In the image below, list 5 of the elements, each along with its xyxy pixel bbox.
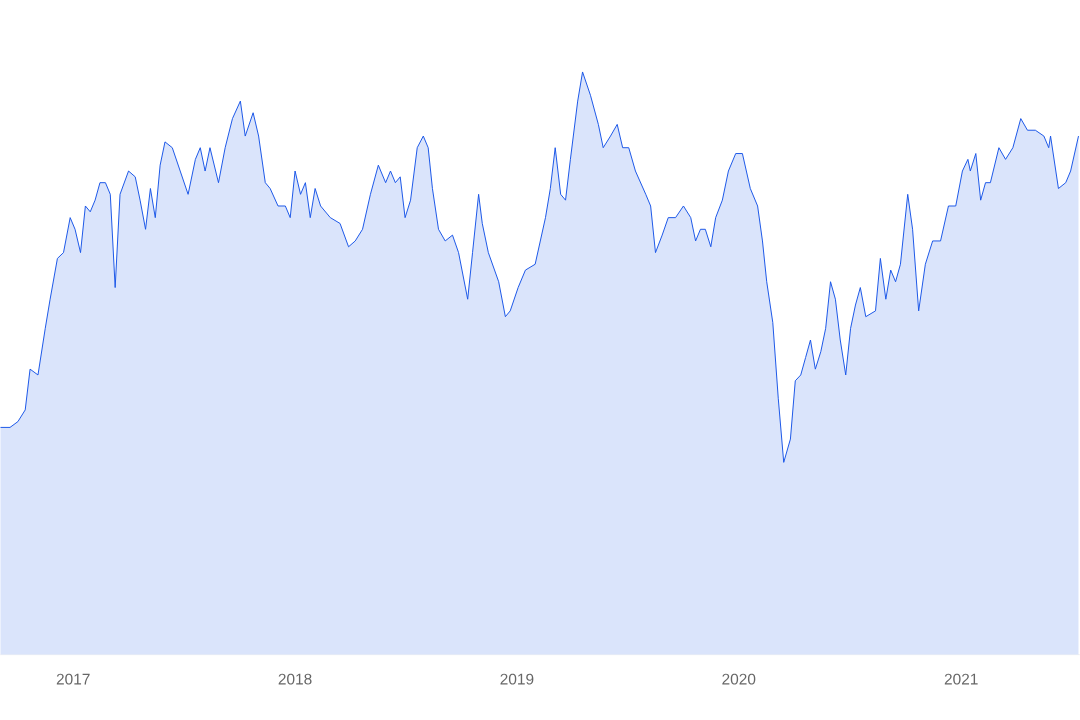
x-tick-label: 2021 bbox=[944, 673, 978, 685]
x-tick-label: 2017 bbox=[56, 673, 90, 685]
x-tick-label: 2020 bbox=[722, 673, 756, 685]
x-tick-label: 2018 bbox=[278, 673, 312, 685]
x-tick-label: 2019 bbox=[500, 673, 534, 685]
